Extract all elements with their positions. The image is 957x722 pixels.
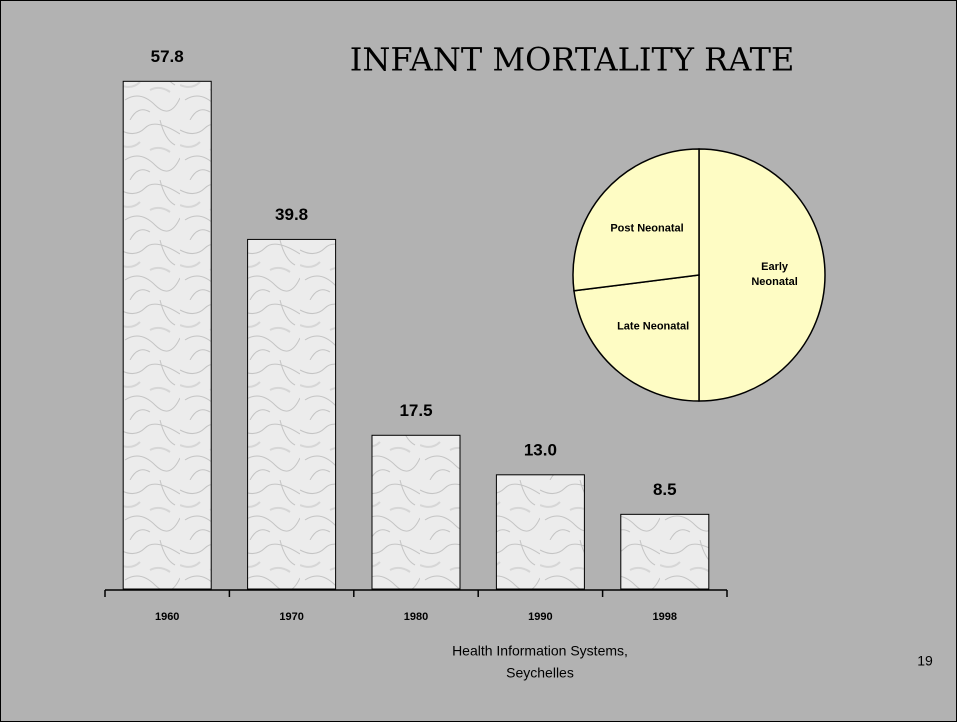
x-tick-label: 1990 (528, 611, 552, 623)
bar (495, 474, 585, 590)
footer-line: Health Information Systems, (452, 643, 628, 659)
bar (371, 434, 461, 590)
bar (620, 513, 710, 590)
page-number: 19 (917, 653, 933, 669)
pie-slice (698, 148, 826, 402)
x-tick-label: 1960 (155, 611, 179, 623)
value-label: 8.5 (653, 480, 677, 499)
x-tick-label: 1970 (279, 611, 303, 623)
pie-label: Early Neonatal (751, 261, 798, 288)
bar (122, 80, 212, 590)
value-label: 57.8 (151, 47, 184, 66)
pie-slice (572, 148, 700, 292)
bar (247, 238, 337, 590)
pie-slice (573, 274, 700, 402)
footer-line: Seychelles (506, 665, 574, 681)
value-label: 13.0 (524, 440, 557, 459)
chart-title: INFANT MORTALITY RATE (350, 41, 795, 79)
value-label: 39.8 (275, 205, 308, 224)
pie-label: Post Neonatal (610, 222, 684, 235)
x-tick-label: 1998 (653, 611, 677, 623)
x-tick-label: 1980 (404, 611, 428, 623)
pie-label: Late Neonatal (617, 320, 690, 333)
value-label: 17.5 (399, 401, 432, 420)
